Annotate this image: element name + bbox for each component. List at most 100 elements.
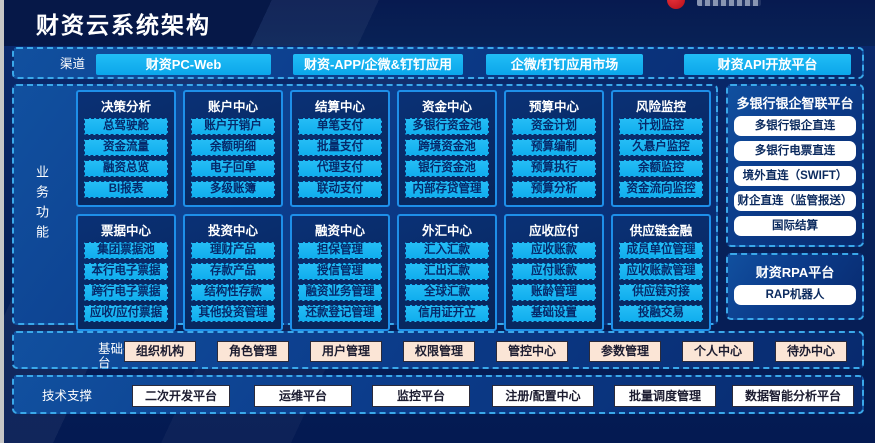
channel-app-market: 企微/钉钉应用市场 bbox=[486, 54, 643, 75]
base-item-permission: 权限管理 bbox=[403, 341, 475, 362]
group-title: 融资中心 bbox=[314, 224, 365, 238]
module-item: 担保管理 bbox=[298, 242, 382, 259]
tech-support-label: 技术支撑 bbox=[42, 389, 93, 403]
module-item: 跨行电子票据 bbox=[84, 284, 168, 301]
module-item: 信用证开立 bbox=[405, 305, 489, 322]
group-title: 结算中心 bbox=[314, 100, 365, 114]
group-title: 资金中心 bbox=[421, 100, 472, 114]
module-item: 跨境资金池 bbox=[405, 139, 489, 156]
group-receivable-payable: 应收应付 应收账款 应付账款 账龄管理 基础设置 bbox=[504, 214, 604, 331]
module-item: 应付账款 bbox=[512, 263, 596, 280]
group-title: 账户中心 bbox=[207, 100, 258, 114]
module-item: 集团票据池 bbox=[84, 242, 168, 259]
module-item: 应收账款管理 bbox=[619, 263, 703, 280]
group-title: 风险监控 bbox=[635, 100, 686, 114]
module-item: 批量支付 bbox=[298, 139, 382, 156]
tech-item-ops: 运维平台 bbox=[254, 385, 352, 407]
base-platform-row: 基础平台 组织机构 角色管理 用户管理 权限管理 管控中心 参数管理 个人中心 … bbox=[12, 331, 864, 370]
business-functions-panel: 业务功能 决策分析 总驾驶舱 资金流量 融资总览 BI报表 账户中心 账户开销户… bbox=[12, 84, 718, 331]
module-item: 存款产品 bbox=[191, 263, 275, 280]
module-item: 资金计划 bbox=[512, 118, 596, 135]
module-item: 授信管理 bbox=[298, 263, 382, 280]
module-groups-grid: 决策分析 总驾驶舱 资金流量 融资总览 BI报表 账户中心 账户开销户 余额明细… bbox=[76, 90, 711, 331]
module-item: 汇入汇款 bbox=[405, 242, 489, 259]
channel-pc-web: 财资PC-Web bbox=[96, 54, 271, 75]
base-item-user: 用户管理 bbox=[310, 341, 382, 362]
base-item-control: 管控中心 bbox=[496, 341, 568, 362]
channel-open-api: 财资API开放平台 bbox=[684, 54, 851, 75]
group-title: 投资中心 bbox=[207, 224, 258, 238]
module-item: 多级账簿 bbox=[191, 181, 275, 198]
tech-item-devplatform: 二次开发平台 bbox=[132, 385, 230, 407]
module-item: 电子回单 bbox=[191, 160, 275, 177]
module-item: 汇出汇款 bbox=[405, 263, 489, 280]
module-item: 还款登记管理 bbox=[298, 305, 382, 322]
group-supply-chain-finance: 供应链金融 成员单位管理 应收账款管理 供应链对接 投融交易 bbox=[611, 214, 711, 331]
module-item: 久悬户监控 bbox=[619, 139, 703, 156]
module-item: 资金流量 bbox=[84, 139, 168, 156]
module-item: 其他投资管理 bbox=[191, 305, 275, 322]
header-bar: 财资云系统架构 bbox=[4, 0, 875, 46]
group-title: 外汇中心 bbox=[421, 224, 472, 238]
module-item: 账龄管理 bbox=[512, 284, 596, 301]
module-item: 全球汇款 bbox=[405, 284, 489, 301]
module-item: 融资业务管理 bbox=[298, 284, 382, 301]
module-item: 应收账款 bbox=[512, 242, 596, 259]
tech-support-row: 技术支撑 二次开发平台 运维平台 监控平台 注册/配置中心 批量调度管理 数据智… bbox=[12, 375, 864, 414]
module-item: 计划监控 bbox=[619, 118, 703, 135]
bank-item: 国际结算 bbox=[734, 216, 856, 236]
tech-item-registry: 注册/配置中心 bbox=[492, 385, 594, 407]
rpa-item: RAP机器人 bbox=[734, 285, 856, 305]
base-item-personal: 个人中心 bbox=[682, 341, 754, 362]
group-investment-center: 投资中心 理财产品 存款产品 结构性存款 其他投资管理 bbox=[183, 214, 283, 331]
base-item-parameter: 参数管理 bbox=[589, 341, 661, 362]
group-risk-monitoring: 风险监控 计划监控 久悬户监控 余额监控 资金流向监控 bbox=[611, 90, 711, 207]
rpa-platform-panel: 财资RPA平台 RAP机器人 bbox=[726, 253, 864, 320]
module-item: 理财产品 bbox=[191, 242, 275, 259]
group-forex-center: 外汇中心 汇入汇款 汇出汇款 全球汇款 信用证开立 bbox=[397, 214, 497, 331]
bank-item: 境外直连（SWIFT） bbox=[734, 166, 856, 186]
module-item: 成员单位管理 bbox=[619, 242, 703, 259]
bank-item: 财企直连（监管报送） bbox=[734, 191, 856, 211]
module-item: 联动支付 bbox=[298, 181, 382, 198]
channel-row-label: 渠道 bbox=[60, 57, 86, 71]
module-item: 内部存贷管理 bbox=[405, 181, 489, 198]
business-functions-label: 业务功能 bbox=[34, 164, 49, 245]
brand-logo-icon bbox=[667, 0, 685, 9]
module-item: 投融交易 bbox=[619, 305, 703, 322]
module-item: 余额明细 bbox=[191, 139, 275, 156]
base-item-org: 组织机构 bbox=[124, 341, 196, 362]
module-item: 银行资金池 bbox=[405, 160, 489, 177]
tech-item-batch: 批量调度管理 bbox=[614, 385, 716, 407]
brand-logo-text bbox=[697, 0, 761, 6]
module-item: 账户开销户 bbox=[191, 118, 275, 135]
module-item: BI报表 bbox=[84, 181, 168, 198]
base-item-role: 角色管理 bbox=[217, 341, 289, 362]
channel-row: 渠道 财资PC-Web 财资-APP/企微&钉钉应用 企微/钉钉应用市场 财资A… bbox=[12, 47, 864, 79]
module-item: 余额监控 bbox=[619, 160, 703, 177]
module-item: 供应链对接 bbox=[619, 284, 703, 301]
module-item: 预算分析 bbox=[512, 181, 596, 198]
base-item-todo: 待办中心 bbox=[775, 341, 847, 362]
bank-direct-link-panel: 多银行银企智联平台 多银行银企直连 多银行电票直连 境外直连（SWIFT） 财企… bbox=[726, 84, 864, 247]
group-settlement-center: 结算中心 单笔支付 批量支付 代理支付 联动支付 bbox=[290, 90, 390, 207]
group-financing-center: 融资中心 担保管理 授信管理 融资业务管理 还款登记管理 bbox=[290, 214, 390, 331]
brand-logo bbox=[667, 0, 787, 11]
module-item: 代理支付 bbox=[298, 160, 382, 177]
module-item: 应收/应付票据 bbox=[84, 305, 168, 322]
module-item: 多银行资金池 bbox=[405, 118, 489, 135]
group-bill-center: 票据中心 集团票据池 本行电子票据 跨行电子票据 应收/应付票据 bbox=[76, 214, 176, 331]
bank-item: 多银行银企直连 bbox=[734, 116, 856, 136]
group-title: 供应链金融 bbox=[629, 224, 693, 238]
group-title: 预算中心 bbox=[528, 100, 579, 114]
module-item: 预算执行 bbox=[512, 160, 596, 177]
group-budget-center: 预算中心 资金计划 预算编制 预算执行 预算分析 bbox=[504, 90, 604, 207]
module-item: 基础设置 bbox=[512, 305, 596, 322]
group-title: 票据中心 bbox=[100, 224, 151, 238]
module-item: 本行电子票据 bbox=[84, 263, 168, 280]
module-item: 资金流向监控 bbox=[619, 181, 703, 198]
module-item: 融资总览 bbox=[84, 160, 168, 177]
tech-item-monitor: 监控平台 bbox=[372, 385, 470, 407]
group-decision-analysis: 决策分析 总驾驶舱 资金流量 融资总览 BI报表 bbox=[76, 90, 176, 207]
channel-app: 财资-APP/企微&钉钉应用 bbox=[293, 54, 463, 75]
